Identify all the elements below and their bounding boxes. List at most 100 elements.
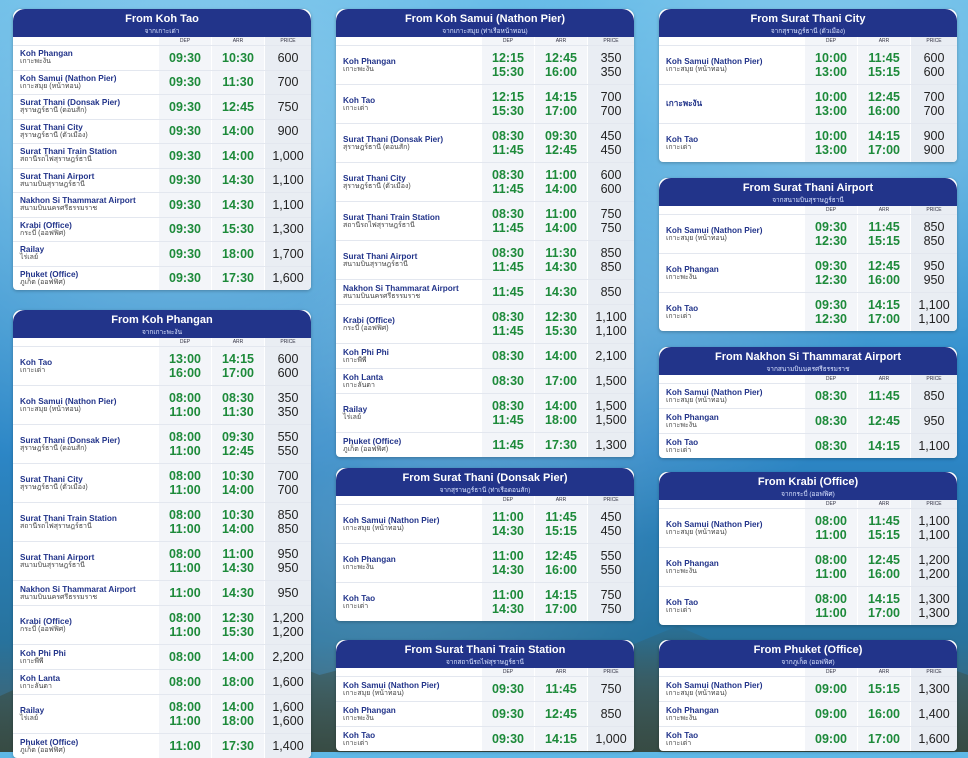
price-value: 850 (600, 284, 622, 299)
departure-time: 09:30 (815, 219, 847, 234)
column-dep-label: DEP (805, 375, 857, 383)
arrival-time: 14:15 (222, 351, 254, 366)
price-value: 750 (277, 99, 299, 114)
timetable-row: Koh Samui (Nathon Pier) เกาะสมุย (หน้าทอน… (659, 45, 957, 84)
destination-name-th: สุราษฎร์ธานี (ดอนสัก) (20, 444, 87, 452)
price-value: 1,700 (272, 246, 304, 261)
departure-time: 11:45 (492, 324, 524, 338)
arrival-time: 09:30 (545, 128, 577, 143)
destination-name-th: เกาะเต่า (20, 366, 46, 374)
destination-name-en: Surat Thani (Donsak Pier) (343, 134, 444, 144)
price-value: 1,100 (918, 297, 950, 312)
departure-time: 08:00 (815, 513, 847, 528)
panel-from-surat-thani-airport: From Surat Thani Airport จากสนามบินสุราษฎ… (659, 178, 957, 331)
column-destination (659, 500, 805, 508)
panel-header: From Surat Thani (Donsak Pier) จากสุราษฎร… (336, 468, 634, 496)
column-arr-label: ARR (534, 668, 587, 676)
price-cell: 950 950 (910, 254, 957, 292)
arrival-time: 14:00 (222, 148, 254, 163)
destination-cell: Koh Phangan เกาะพะงัน (659, 702, 805, 726)
dep-cell: 08:30 11:45 (482, 241, 534, 279)
price-value: 1,200 (918, 567, 950, 581)
destination-name-th: เกาะเต่า (343, 602, 369, 610)
arr-cell: 12:45 16:00 (857, 254, 910, 292)
destination-cell: Koh Phangan เกาะพะงัน (659, 409, 805, 433)
arrival-time: 18:00 (545, 413, 577, 427)
arrival-time: 14:15 (545, 731, 577, 746)
destination-cell: เกาะพะงัน (659, 85, 805, 123)
destination-name-en: Koh Phangan (343, 705, 396, 715)
destination-name-en: Koh Tao (666, 597, 699, 607)
dep-cell: 09:30 (159, 242, 211, 266)
panel-subtitle-thai: จากสุราษฎร์ธานี (ท่าเรือดอนสัก) (439, 487, 531, 494)
column-price-label: PRICE (264, 338, 311, 346)
destination-name-en: Koh Phangan (666, 705, 719, 715)
departure-time: 09:00 (815, 681, 847, 696)
destination-name-th: เกาะพีพี (20, 657, 44, 665)
arr-cell: 10:30 14:00 (211, 464, 264, 502)
price-value: 450 (600, 509, 622, 524)
timetable-row: Phuket (Office) ภูเก็ต (ออฟฟิศ) 11:00 17:30… (13, 733, 311, 758)
destination-cell: Surat Thani Airport สนามบินสุราษฎร์ธานี (13, 169, 159, 193)
panel-header: From Surat Thani Airport จากสนามบินสุราษฎ… (659, 178, 957, 206)
departure-time: 08:30 (815, 413, 847, 428)
destination-cell: Surat Thani City สุราษฎร์ธานี (ตัวเมือง) (13, 120, 159, 144)
price-value: 600 (600, 167, 622, 182)
destination-name-th: เกาะเต่า (666, 446, 692, 454)
departure-time: 09:30 (169, 271, 201, 286)
destination-name-th: กระบี่ (ออฟฟิศ) (20, 229, 66, 237)
price-value: 450 (600, 143, 622, 157)
dep-cell: 10:00 13:00 (805, 85, 857, 123)
arr-cell: 17:00 (534, 369, 587, 393)
price-cell: 1,600 (264, 266, 311, 290)
panel-from-koh-tao: From Koh Tao จากเกาะเต่า DEP ARR PRICE Koh Ph… (13, 9, 311, 290)
price-value: 550 (600, 548, 622, 563)
panel-header: From Koh Samui (Nathon Pier) จากเกาะสมุย … (336, 9, 634, 37)
column-headers: DEP ARR PRICE (659, 375, 957, 383)
destination-cell: Koh Phangan เกาะพะงัน (659, 548, 805, 586)
timetable-row: Surat Thani City สุราษฎร์ธานี (ตัวเมือง) 0… (13, 118, 311, 144)
price-cell: 450 450 (587, 505, 634, 543)
departure-time: 11:45 (492, 182, 524, 196)
destination-name-en: Krabi (Office) (20, 616, 72, 626)
arrival-time: 14:15 (545, 587, 577, 602)
arrival-time: 14:15 (868, 128, 900, 143)
destination-name-en: Phuket (Office) (20, 269, 79, 279)
column-price-label: PRICE (910, 37, 957, 45)
timetable-row: Koh Tao เกาะเต่า 09:30 14:15 1,000 (336, 726, 634, 751)
dep-cell: 09:30 (159, 193, 211, 217)
price-value: 850 (600, 260, 622, 274)
price-value: 1,400 (918, 706, 950, 721)
arr-cell: 17:30 (211, 734, 264, 758)
arrival-time: 14:00 (222, 699, 254, 714)
destination-name-th: เกาะเต่า (343, 104, 369, 112)
departure-time: 10:00 (815, 50, 847, 65)
departure-time: 13:00 (815, 104, 847, 118)
column-dep-label: DEP (482, 37, 534, 45)
dep-cell: 08:00 (159, 670, 211, 694)
price-value: 900 (277, 124, 299, 139)
arrival-time: 12:30 (545, 309, 577, 324)
arr-cell: 09:30 12:45 (534, 124, 587, 162)
destination-name-th: สุราษฎร์ธานี (ตัวเมือง) (20, 131, 88, 139)
destination-cell: Phuket (Office) ภูเก็ต (ออฟฟิศ) (336, 433, 482, 457)
arrival-time: 11:45 (545, 681, 577, 696)
destination-cell: Koh Tao เกาะเต่า (336, 85, 482, 123)
price-value: 1,100 (918, 312, 950, 326)
arrival-time: 11:45 (868, 50, 900, 65)
destination-name-en: Koh Phangan (343, 56, 396, 66)
arrival-time: 12:45 (545, 50, 577, 65)
arrival-time: 14:30 (222, 561, 254, 575)
dep-cell: 08:00 11:00 (159, 503, 211, 541)
dep-cell: 08:30 (805, 409, 857, 433)
price-cell: 1,300 (910, 677, 957, 701)
arr-cell: 14:00 (211, 119, 264, 143)
timetable-row: Surat Thani Airport สนามบินสุราษฎร์ธานี 08… (336, 240, 634, 279)
departure-time: 09:30 (492, 706, 524, 721)
panel-header: From Nakhon Si Thammarat Airport จากสนามบ… (659, 347, 957, 375)
departure-time: 11:45 (492, 143, 524, 157)
price-cell: 1,600 1,600 (264, 695, 311, 733)
arrival-time: 15:15 (868, 681, 900, 696)
destination-name-en: Phuket (Office) (343, 436, 402, 446)
destination-cell: Railay ไร่เลย์ (13, 695, 159, 733)
